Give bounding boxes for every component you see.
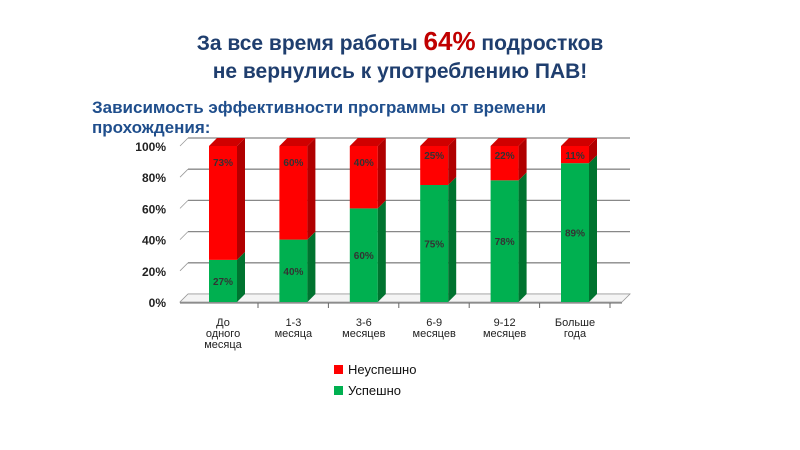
gridline-depth bbox=[179, 137, 189, 147]
x-category-label: месяцев bbox=[342, 328, 385, 340]
bar-top bbox=[561, 138, 597, 146]
bar-top bbox=[490, 138, 527, 146]
bar-segment-fail bbox=[349, 146, 378, 209]
bar-top bbox=[279, 138, 316, 146]
bar-side bbox=[237, 138, 245, 260]
x-category-label: 3-6 bbox=[356, 317, 372, 329]
bar-side bbox=[377, 138, 386, 209]
x-category-label: 9-12 bbox=[494, 317, 516, 329]
bar-top bbox=[209, 138, 245, 146]
bar-side bbox=[307, 138, 316, 240]
headline-text: За все время работы bbox=[196, 32, 424, 55]
bar-side bbox=[518, 172, 527, 302]
gridline-depth bbox=[179, 231, 189, 240]
x-category-label: года bbox=[564, 328, 587, 340]
bar-segment-success bbox=[490, 180, 519, 302]
data-label: 25% bbox=[424, 151, 444, 162]
data-label: 60% bbox=[283, 158, 303, 169]
bar-segment-success bbox=[279, 239, 308, 302]
x-category-label: месяца bbox=[275, 328, 313, 340]
y-tick-label: 60% bbox=[142, 202, 166, 216]
data-label: 27% bbox=[213, 277, 233, 288]
x-category-label: До bbox=[216, 317, 230, 329]
data-label: 78% bbox=[495, 237, 515, 248]
bar-segment-success bbox=[349, 208, 378, 302]
data-label: 22% bbox=[495, 151, 515, 162]
data-label: 40% bbox=[283, 267, 303, 278]
x-category-label: 6-9 bbox=[426, 317, 442, 329]
bar-side bbox=[448, 138, 457, 185]
gridline-depth bbox=[179, 262, 189, 272]
x-category-label: месяца bbox=[204, 339, 242, 351]
data-label: 11% bbox=[565, 151, 585, 162]
legend-label: Успешно bbox=[348, 383, 401, 398]
bar-segment-fail bbox=[279, 146, 308, 240]
bar-side bbox=[589, 155, 597, 302]
y-tick-label: 40% bbox=[142, 234, 166, 248]
data-label: 73% bbox=[213, 158, 233, 169]
x-category-label: месяцев bbox=[483, 328, 526, 340]
y-tick-label: 20% bbox=[142, 265, 166, 279]
legend-item-fail: Неуспешно bbox=[334, 362, 416, 377]
bar-segment-success bbox=[561, 163, 589, 302]
y-tick-label: 100% bbox=[135, 140, 166, 154]
bar-segment-fail bbox=[490, 146, 519, 181]
bar-segment-success bbox=[209, 259, 237, 302]
x-category-label: месяцев bbox=[413, 328, 456, 340]
headline-line2: не вернулись к употреблению ПАВ! bbox=[212, 60, 588, 83]
chart-title: Зависимость эффективности программы от в… bbox=[92, 98, 547, 137]
bar-segment-fail bbox=[420, 146, 449, 185]
y-tick-label: 0% bbox=[149, 296, 167, 310]
bar-segment-success bbox=[420, 185, 449, 302]
data-label: 60% bbox=[354, 251, 374, 262]
x-category-label: одного bbox=[206, 328, 240, 340]
bar-side bbox=[448, 177, 457, 302]
legend-swatch-red bbox=[334, 365, 343, 374]
headline-highlight: 64% bbox=[423, 26, 476, 56]
headline-text-end: подростков bbox=[475, 32, 604, 55]
x-category-label: 1-3 bbox=[285, 317, 301, 329]
bar-side bbox=[518, 138, 527, 181]
legend-item-success: Успешно bbox=[334, 383, 401, 398]
bar-side bbox=[589, 138, 597, 164]
data-label: 89% bbox=[565, 229, 585, 240]
bar-segment-fail bbox=[561, 146, 589, 164]
legend-label: Неуспешно bbox=[348, 362, 417, 377]
gridline-depth bbox=[179, 168, 189, 178]
bar-side bbox=[377, 200, 386, 302]
headline-line1: За все время работы 64% подростков bbox=[0, 26, 800, 57]
y-tick-label: 80% bbox=[142, 171, 166, 185]
bar-segment-fail bbox=[209, 146, 237, 260]
x-category-label: Больше bbox=[555, 317, 595, 329]
gridline-depth bbox=[179, 200, 189, 209]
data-label: 75% bbox=[424, 240, 444, 251]
legend-swatch-green bbox=[334, 386, 343, 395]
bar-side bbox=[307, 231, 316, 302]
data-label: 40% bbox=[354, 158, 374, 169]
bar-top bbox=[420, 138, 457, 146]
bar-top bbox=[349, 138, 386, 146]
bar-side bbox=[237, 251, 245, 302]
